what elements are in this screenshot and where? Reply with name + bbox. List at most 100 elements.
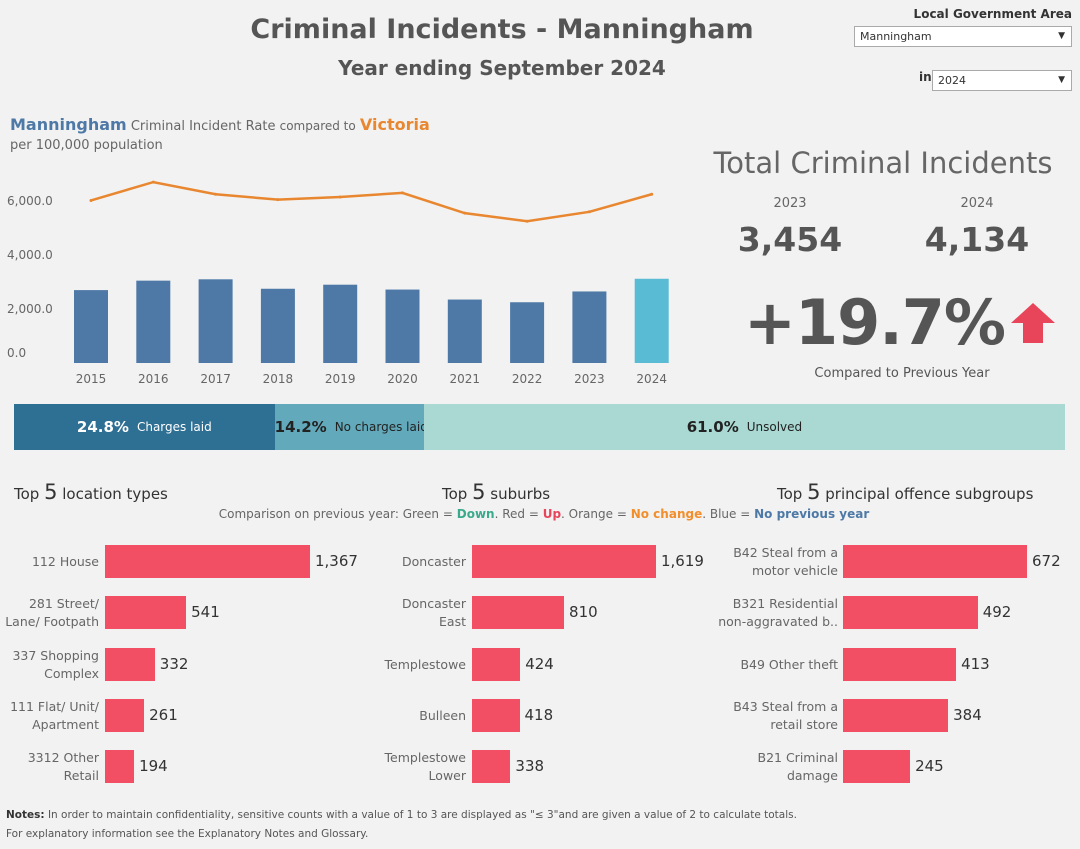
- legend-down: Down: [456, 507, 495, 521]
- rate-bar-2023[interactable]: [572, 291, 607, 363]
- lga-select[interactable]: Manningham ▼: [854, 26, 1072, 47]
- outcome-segment-no-charges-laid[interactable]: 14.2% No charges laid: [274, 404, 428, 450]
- legend-nochange: No change: [630, 507, 703, 521]
- bar-3312-other-retail[interactable]: [105, 750, 135, 783]
- bar-templestowe[interactable]: [472, 648, 521, 681]
- bar-label-line: Templestowe: [384, 657, 466, 672]
- y-tick-label: 0.0: [7, 346, 26, 360]
- rate-bar-2021[interactable]: [447, 299, 482, 363]
- x-tick-label: 2017: [200, 372, 231, 386]
- bar-label: B43 Steal from a retail store: [733, 698, 838, 734]
- victoria-rate-point[interactable]: [525, 219, 529, 223]
- page-subtitle: Year ending September 2024: [338, 56, 666, 80]
- outcome-segment-charges-laid[interactable]: 24.8% Charges laid: [14, 404, 275, 450]
- prev-year-label: 2023: [773, 196, 807, 211]
- title-prefix: Top: [442, 485, 468, 503]
- bar-label-line: Doncaster: [402, 554, 466, 569]
- prev-year-value: 3,454: [737, 220, 843, 259]
- bar-value: 384: [953, 706, 982, 724]
- bar-label: 3312 Other Retail: [28, 749, 99, 785]
- bar-label: 111 Flat/ Unit/Apartment: [10, 698, 99, 734]
- bar-label: Doncaster: [402, 553, 466, 571]
- notes-line-1: Notes: In order to maintain confidential…: [6, 809, 797, 821]
- lga-filter-label: Local Government Area: [913, 7, 1072, 21]
- title-num: 5: [44, 480, 58, 504]
- rate-bar-2024[interactable]: [634, 278, 669, 363]
- rate-bar-2019[interactable]: [323, 284, 358, 363]
- outcome-segment-unsolved[interactable]: 61.0% Unsolved: [423, 404, 1065, 450]
- victoria-rate-point[interactable]: [463, 211, 467, 215]
- bar-b21-criminal-damage[interactable]: [843, 750, 911, 783]
- bar-337-shopping-complex[interactable]: [105, 648, 155, 681]
- chevron-down-icon: ▼: [1058, 75, 1065, 85]
- victoria-rate-point[interactable]: [338, 195, 342, 199]
- rate-bar-2022[interactable]: [510, 302, 545, 363]
- bar-label-line: Complex: [44, 666, 99, 681]
- victoria-rate-point[interactable]: [401, 191, 404, 195]
- notes-label: Notes:: [6, 809, 45, 821]
- bar-b43-steal-from-a-retail-store[interactable]: [843, 699, 949, 732]
- outcome-percent: 14.2%: [274, 418, 327, 436]
- page-title: Criminal Incidents - Manningham: [250, 14, 754, 45]
- bar-label-line: 337 Shopping: [12, 648, 99, 663]
- legend-red: . Red =: [494, 507, 539, 521]
- victoria-rate-point[interactable]: [276, 198, 280, 202]
- chevron-down-icon: ▼: [1058, 31, 1065, 41]
- legend-blue: . Blue =: [702, 507, 751, 521]
- arrow-up-icon: [1011, 303, 1055, 343]
- bar-value: 245: [915, 757, 944, 775]
- victoria-rate-point[interactable]: [214, 192, 218, 196]
- outcome-percent: 24.8%: [76, 418, 129, 436]
- bar-templestowe-lower[interactable]: [472, 750, 511, 783]
- bar-b49-other-theft[interactable]: [843, 648, 957, 681]
- bar-label-line: 111 Flat/ Unit/: [10, 699, 99, 714]
- bar-b42-steal-from-a-motor-vehicle[interactable]: [843, 545, 1027, 578]
- notes-text-1: In order to maintain confidentiality, se…: [47, 809, 797, 821]
- top5-suburbs-title: Top 5 suburbs: [442, 480, 550, 504]
- bar-bulleen[interactable]: [472, 699, 520, 732]
- outcome-label: No charges laid: [334, 420, 428, 434]
- victoria-rate-point[interactable]: [89, 198, 93, 202]
- title-prefix: Top: [14, 485, 40, 503]
- bar-label-line: B42 Steal from a: [733, 545, 838, 560]
- bar-label: Templestowe Lower: [385, 749, 466, 785]
- top5-locations-title: Top 5 location types: [14, 480, 168, 504]
- title-suffix: suburbs: [490, 485, 551, 503]
- bar-doncaster[interactable]: [472, 545, 656, 578]
- victoria-rate-point[interactable]: [650, 192, 654, 196]
- rate-title-vic: Victoria: [359, 115, 430, 134]
- bar-label-line: damage: [786, 768, 838, 783]
- bar-281-street-lane-footpath[interactable]: [105, 596, 187, 629]
- bar-112-house[interactable]: [105, 545, 310, 578]
- rate-chart-subtitle: per 100,000 population: [10, 138, 163, 153]
- rate-bar-2018[interactable]: [260, 288, 295, 363]
- rate-bar-2017[interactable]: [198, 279, 233, 363]
- rate-bar-2016[interactable]: [136, 280, 171, 363]
- title-num: 5: [807, 480, 821, 504]
- bar-label: B21 Criminal damage: [758, 749, 839, 785]
- rate-bar-2015[interactable]: [74, 290, 108, 363]
- bar-label-line: East: [439, 614, 466, 629]
- percent-change-caption: Compared to Previous Year: [814, 366, 990, 381]
- bar-label: B42 Steal from a motor vehicle: [733, 544, 838, 580]
- legend-lead: Comparison on previous year: Green =: [218, 507, 453, 521]
- year-select[interactable]: 2024 ▼: [932, 70, 1072, 91]
- bar-value: 1,367: [315, 552, 358, 570]
- bar-b321-residential-non-aggravated-b-[interactable]: [843, 596, 978, 629]
- bar-doncaster-east[interactable]: [472, 596, 565, 629]
- bar-111-flat-unit-apartment[interactable]: [105, 699, 145, 732]
- year-filter-label: in: [919, 70, 932, 84]
- bar-value: 810: [569, 603, 598, 621]
- bar-label: 337 Shopping Complex: [12, 647, 99, 683]
- bar-label-line: Apartment: [32, 717, 99, 732]
- rate-title-lga: Manningham: [10, 115, 127, 134]
- bar-label-line: Doncaster: [402, 596, 466, 611]
- y-tick-label: 4,000.0: [7, 248, 53, 262]
- bar-value: 541: [191, 603, 220, 621]
- victoria-rate-point[interactable]: [151, 180, 155, 184]
- bar-value: 332: [159, 655, 189, 673]
- bar-label-line: motor vehicle: [751, 563, 838, 578]
- victoria-rate-point[interactable]: [587, 210, 591, 214]
- rate-bar-2020[interactable]: [385, 289, 420, 363]
- x-tick-label: 2016: [138, 372, 169, 386]
